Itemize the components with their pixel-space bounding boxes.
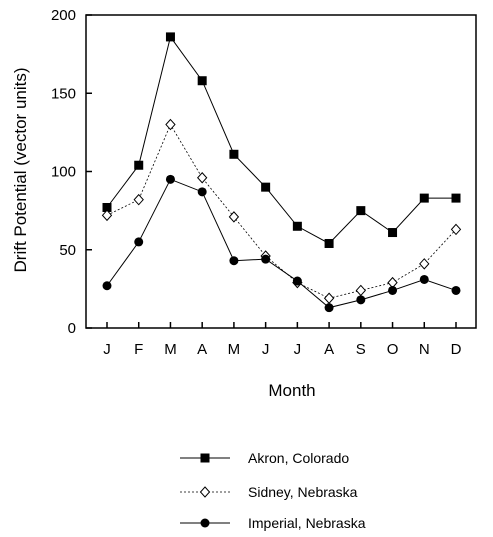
data-point <box>419 274 429 284</box>
x-tick-label: J <box>103 341 111 358</box>
x-tick-label: F <box>134 341 143 358</box>
data-point <box>292 221 302 231</box>
data-point <box>323 292 335 305</box>
legend-marker <box>200 518 210 528</box>
data-point <box>292 276 302 286</box>
data-point <box>419 258 430 270</box>
legend-label: Sidney, Nebraska <box>248 484 358 500</box>
data-point <box>451 193 461 203</box>
x-tick-label: J <box>294 341 302 358</box>
y-tick-label: 200 <box>51 7 76 24</box>
data-point <box>451 285 461 295</box>
y-tick-label: 0 <box>68 320 76 337</box>
data-point <box>102 281 112 291</box>
data-point <box>101 209 113 222</box>
x-tick-label: M <box>228 341 241 358</box>
data-point <box>229 256 239 266</box>
series-line <box>106 178 457 309</box>
data-point <box>165 174 175 184</box>
series-line <box>106 123 457 299</box>
x-tick-label: J <box>262 341 270 358</box>
x-tick-label: O <box>387 341 399 358</box>
x-tick-label: A <box>197 341 207 358</box>
series-1 <box>101 118 462 305</box>
legend-label: Imperial, Nebraska <box>248 515 366 531</box>
data-point <box>134 160 144 170</box>
legend-item: Akron, Colorado <box>180 450 349 466</box>
x-tick-label: A <box>324 341 334 358</box>
data-point <box>261 182 271 192</box>
x-tick-label: D <box>451 341 462 358</box>
data-point <box>388 285 398 295</box>
data-point <box>165 118 176 131</box>
series-layer <box>101 32 462 313</box>
series-0 <box>102 32 461 248</box>
plot-border <box>85 14 477 329</box>
legend-item: Imperial, Nebraska <box>180 515 366 531</box>
data-point <box>197 172 208 184</box>
data-point <box>419 193 429 203</box>
y-axis-ticks: 0 50 100 150 200 <box>51 7 92 337</box>
data-point <box>450 223 462 236</box>
data-point <box>356 295 366 305</box>
data-point <box>197 76 207 86</box>
plot-frame <box>85 14 477 329</box>
data-point <box>165 32 175 42</box>
y-tick-label: 100 <box>51 164 76 181</box>
legend: Akron, Colorado Sidney, Nebraska Imperial,… <box>180 450 366 531</box>
y-tick-label: 50 <box>59 242 76 259</box>
y-axis-title: Drift Potential (vector units) <box>11 67 30 272</box>
y-tick-label: 150 <box>51 85 76 102</box>
data-point <box>324 303 334 313</box>
data-point <box>197 187 207 197</box>
data-point <box>228 211 240 223</box>
data-point <box>134 237 144 247</box>
data-point <box>355 284 366 297</box>
data-point <box>102 202 112 212</box>
legend-marker <box>199 486 211 498</box>
legend-label: Akron, Colorado <box>248 450 349 466</box>
legend-item: Sidney, Nebraska <box>180 484 358 500</box>
x-axis-title: Month <box>268 381 315 400</box>
series-line <box>106 35 456 245</box>
legend-marker <box>200 453 210 463</box>
x-tick-label: N <box>419 341 430 358</box>
x-tick-label: S <box>356 341 366 358</box>
series-2 <box>102 174 461 313</box>
data-point <box>356 206 366 216</box>
data-point <box>388 228 398 238</box>
data-point <box>324 238 334 248</box>
data-point <box>229 149 239 159</box>
x-tick-label: M <box>164 341 177 358</box>
data-point <box>261 254 271 264</box>
data-point <box>133 193 144 206</box>
